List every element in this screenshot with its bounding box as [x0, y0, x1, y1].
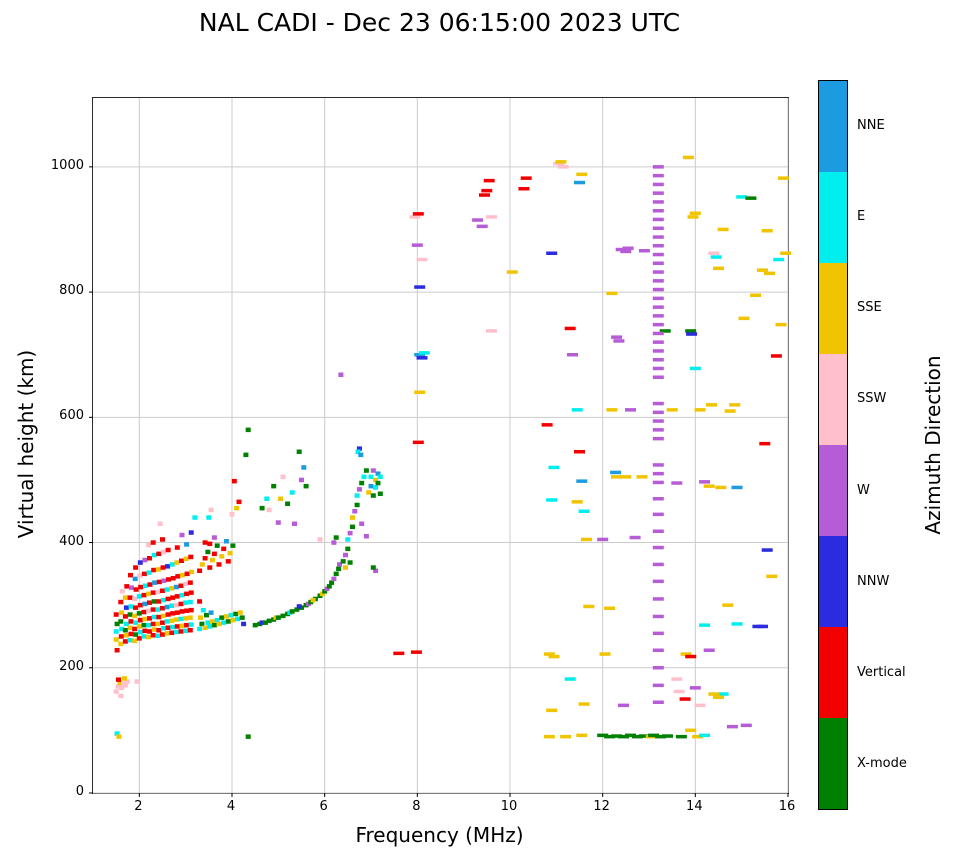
colorbar-segment-ssw [819, 354, 847, 445]
colorbar-label-ssw: SSW [857, 391, 887, 407]
x-tick-label: 6 [319, 799, 328, 814]
colorbar-segment-w [819, 445, 847, 536]
colorbar-label-sse: SSE [857, 300, 882, 316]
colorbar-segment-nnw [819, 536, 847, 627]
colorbar-segment-sse [819, 263, 847, 354]
colorbar-label-w: W [857, 482, 870, 498]
y-tick-label: 1000 [50, 157, 84, 173]
x-tick-label: 16 [778, 799, 796, 814]
x-tick-label: 14 [686, 799, 703, 814]
y-tick-label: 400 [59, 533, 84, 549]
plot-area [89, 97, 792, 797]
chart-title: NAL CADI - Dec 23 06:15:00 2023 UTC [198, 8, 681, 37]
x-tick-label: 4 [226, 799, 236, 814]
colorbar-label-nne: NNE [857, 117, 885, 133]
scatter-plot [89, 98, 792, 797]
colorbar-segment-e [819, 172, 847, 263]
x-tick-label: 10 [500, 799, 518, 814]
colorbar [818, 80, 848, 810]
y-tick-label: 0 [75, 784, 84, 799]
colorbar-title: Azimuth Direction [921, 355, 945, 535]
colorbar-segment-nne [819, 81, 847, 172]
y-axis-label: Virtual height (km) [14, 349, 38, 539]
colorbar-label-vertical: Vertical [857, 665, 906, 681]
colorbar-label-x-mode: X-mode [857, 756, 907, 772]
colorbar-label-e: E [857, 208, 866, 224]
x-tick-label: 12 [593, 799, 610, 814]
y-tick-label: 800 [59, 283, 84, 299]
colorbar-segment-vertical [819, 627, 847, 718]
y-tick-label: 600 [59, 408, 84, 424]
x-tick-label: 8 [412, 799, 421, 814]
colorbar-label-nnw: NNW [857, 573, 890, 589]
colorbar-segment-x-mode [819, 718, 847, 809]
x-tick-label: 2 [134, 799, 143, 814]
x-axis-label: Frequency (MHz) [355, 823, 524, 847]
y-tick-label: 200 [59, 658, 84, 674]
